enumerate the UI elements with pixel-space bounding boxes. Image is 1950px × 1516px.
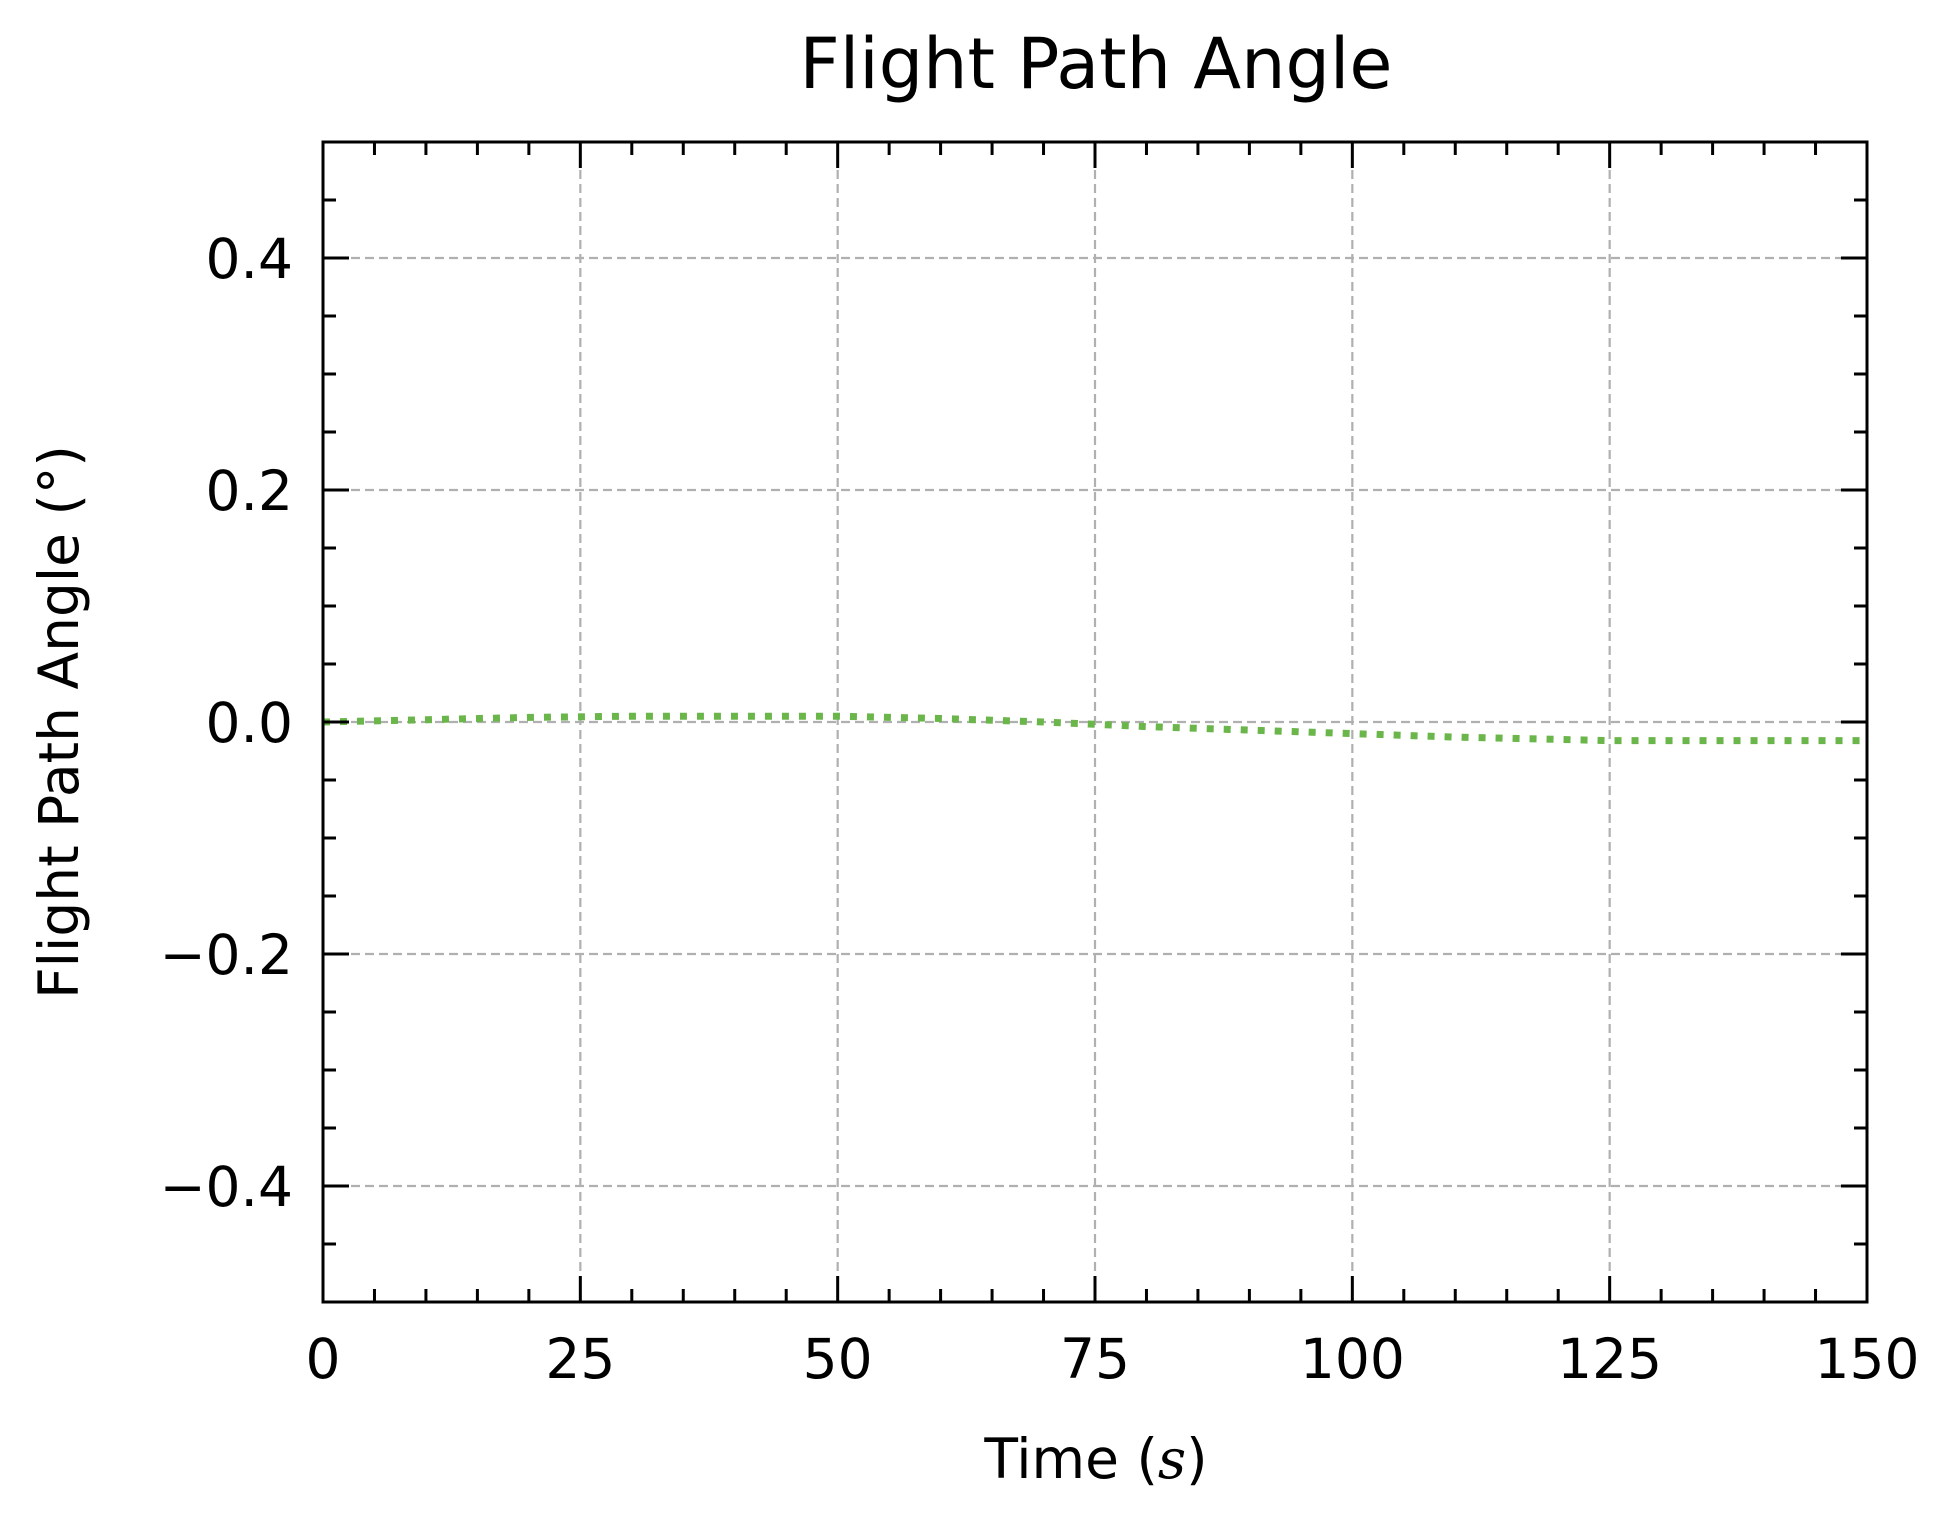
x-axis-label-unit: s	[1158, 1427, 1186, 1491]
x-tick-label: 75	[1060, 1327, 1130, 1391]
y-tick-label: −0.2	[159, 923, 293, 987]
y-tick-label: 0.2	[206, 459, 293, 523]
x-tick-label: 0	[306, 1327, 341, 1391]
y-axis-label: Flight Path Angle (°)	[27, 445, 91, 999]
y-tick-label: −0.4	[159, 1155, 293, 1219]
x-tick-label: 125	[1557, 1327, 1662, 1391]
series-layer	[322, 712, 1867, 745]
y-tick-label: 0.0	[206, 691, 293, 755]
ticks	[321, 140, 1869, 1304]
x-axis-label-text: Time	[983, 1427, 1119, 1491]
x-tick-label: 150	[1815, 1327, 1920, 1391]
series-line-0	[322, 712, 1867, 745]
x-tick-label: 25	[545, 1327, 615, 1391]
x-axis-label-open-paren: (	[1119, 1427, 1158, 1491]
x-tick-label: 100	[1300, 1327, 1405, 1391]
y-tick-labels: −0.4 −0.2 0.0 0.2 0.4	[159, 227, 293, 1219]
x-axis-label: Time (s)	[983, 1427, 1207, 1491]
x-axis-label-close-paren: )	[1186, 1427, 1207, 1491]
x-tick-labels: 0 25 50 75 100 125 150	[306, 1327, 1920, 1391]
y-tick-label: 0.4	[206, 227, 293, 291]
chart-title: Flight Path Angle	[800, 23, 1393, 105]
grid	[323, 142, 1867, 1302]
x-tick-label: 50	[803, 1327, 873, 1391]
plot-frame	[321, 140, 1869, 1304]
